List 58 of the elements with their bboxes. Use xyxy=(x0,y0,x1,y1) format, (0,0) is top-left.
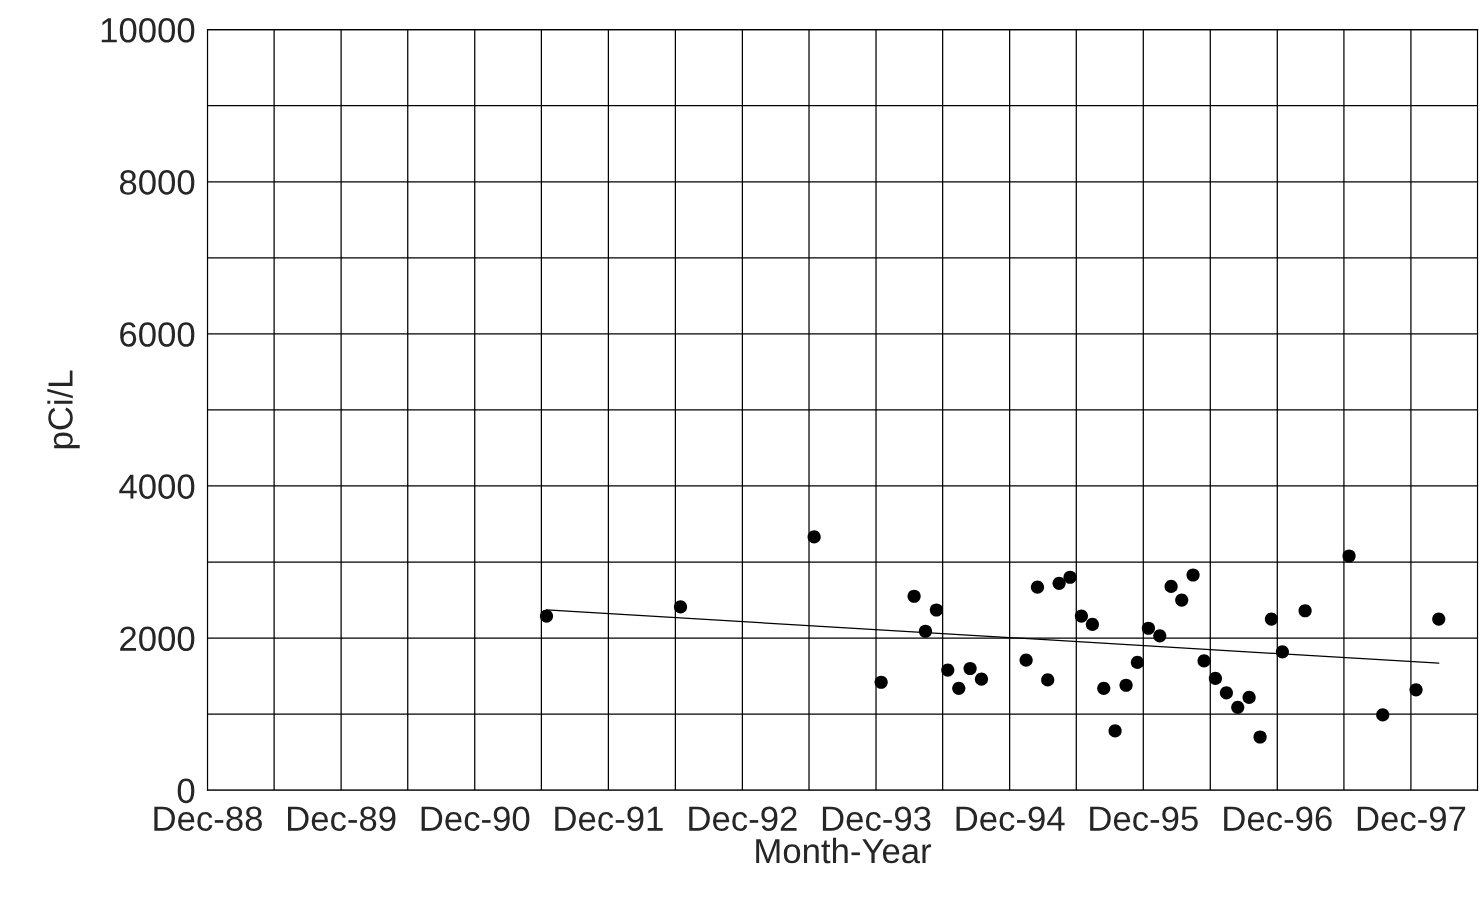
point xyxy=(673,600,688,614)
x-tick-label: Dec-91 xyxy=(555,806,663,831)
x-axis-title: Month-Year xyxy=(756,837,932,864)
point xyxy=(1376,708,1390,722)
point xyxy=(929,603,944,617)
point xyxy=(952,681,966,695)
point xyxy=(907,589,921,603)
point xyxy=(1231,700,1245,714)
x-tick-label: Dec-95 xyxy=(1090,806,1198,831)
point xyxy=(1164,579,1178,593)
point xyxy=(1097,681,1111,695)
point xyxy=(1019,653,1033,667)
x-tick-label: Dec-92 xyxy=(689,806,797,831)
y-tick-label: 6000 xyxy=(120,322,195,347)
x-tick-label: Dec-88 xyxy=(154,806,262,831)
point xyxy=(1085,617,1099,632)
x-tick-label: Dec-97 xyxy=(1357,806,1466,831)
point xyxy=(1074,609,1088,623)
y-tick-label: 10000 xyxy=(101,18,195,43)
point xyxy=(1186,568,1200,582)
point xyxy=(1298,604,1312,618)
point xyxy=(1141,621,1155,635)
point xyxy=(1175,593,1189,607)
point xyxy=(974,672,989,686)
x-tick-label: Dec-90 xyxy=(421,806,530,831)
point xyxy=(1063,570,1077,584)
point xyxy=(1275,645,1289,659)
point xyxy=(1208,671,1222,686)
x-tick-label: Dec-94 xyxy=(956,806,1065,831)
point xyxy=(1253,730,1267,744)
point xyxy=(963,661,977,676)
point xyxy=(1432,612,1446,626)
point xyxy=(941,663,955,677)
point xyxy=(1041,673,1055,687)
point xyxy=(918,624,933,638)
point xyxy=(1242,690,1256,705)
y-tick-label: 8000 xyxy=(119,170,195,195)
point xyxy=(1052,576,1066,590)
point xyxy=(1153,629,1167,643)
y-tick-label: 2000 xyxy=(120,626,195,652)
y-axis-title: pCi/L xyxy=(47,370,80,449)
x-tick-label: Dec-96 xyxy=(1224,806,1332,831)
point xyxy=(1030,580,1045,594)
point xyxy=(1108,724,1122,738)
point xyxy=(874,675,888,689)
point xyxy=(1130,655,1145,670)
x-tick-label: Dec-93 xyxy=(822,806,931,831)
point xyxy=(539,609,554,623)
point xyxy=(1197,654,1211,668)
x-tick-label: Dec-89 xyxy=(288,806,396,831)
point xyxy=(1219,686,1233,700)
y-tick-label: 0 xyxy=(177,778,195,804)
point xyxy=(1342,549,1356,563)
point xyxy=(807,530,821,544)
point xyxy=(1119,678,1133,692)
point xyxy=(1264,612,1279,626)
point xyxy=(1409,683,1423,697)
y-tick-label: 4000 xyxy=(119,474,195,499)
